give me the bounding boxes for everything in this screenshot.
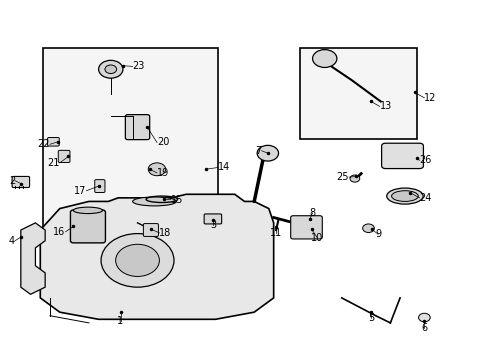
Text: 23: 23 [132, 62, 145, 71]
Text: 7: 7 [255, 146, 261, 156]
Text: 17: 17 [74, 186, 86, 196]
Circle shape [116, 244, 159, 276]
Text: 15: 15 [170, 195, 183, 204]
FancyBboxPatch shape [12, 176, 30, 188]
Text: 25: 25 [336, 172, 348, 182]
Circle shape [312, 50, 336, 67]
Ellipse shape [391, 191, 417, 202]
Text: 24: 24 [419, 193, 431, 203]
FancyBboxPatch shape [290, 216, 322, 239]
Text: 18: 18 [159, 228, 171, 238]
Bar [300, 48, 416, 139]
Text: 4: 4 [9, 236, 15, 246]
Text: 22: 22 [38, 139, 50, 149]
Circle shape [105, 65, 116, 73]
Ellipse shape [73, 207, 102, 213]
Text: 11: 11 [269, 228, 282, 238]
FancyBboxPatch shape [95, 180, 105, 193]
Text: 9: 9 [374, 229, 381, 239]
PathPatch shape [40, 194, 273, 319]
Text: 14: 14 [217, 162, 229, 172]
Ellipse shape [132, 197, 176, 206]
Text: 2: 2 [9, 176, 15, 186]
Circle shape [148, 163, 165, 176]
PathPatch shape [21, 223, 45, 294]
Text: 20: 20 [157, 138, 169, 148]
Text: 21: 21 [47, 158, 60, 168]
Text: 5: 5 [367, 312, 373, 323]
Bar [42, 48, 217, 253]
Circle shape [418, 313, 429, 322]
Text: 8: 8 [309, 208, 315, 218]
FancyBboxPatch shape [58, 150, 70, 162]
Text: 10: 10 [311, 233, 323, 243]
FancyBboxPatch shape [47, 138, 59, 146]
FancyBboxPatch shape [143, 224, 158, 237]
FancyBboxPatch shape [381, 143, 423, 168]
Circle shape [99, 60, 122, 78]
Circle shape [257, 145, 278, 161]
FancyBboxPatch shape [203, 214, 221, 224]
Text: 1: 1 [117, 316, 123, 326]
Text: 19: 19 [157, 168, 169, 178]
FancyBboxPatch shape [125, 114, 149, 140]
Text: 26: 26 [419, 156, 431, 165]
Circle shape [101, 234, 174, 287]
Circle shape [349, 175, 359, 182]
Text: 3: 3 [209, 220, 216, 230]
Ellipse shape [386, 188, 422, 204]
Text: 16: 16 [53, 227, 65, 237]
Text: 6: 6 [421, 323, 427, 333]
Text: 13: 13 [379, 102, 391, 111]
FancyBboxPatch shape [70, 210, 105, 243]
Circle shape [362, 224, 373, 233]
Text: 12: 12 [424, 93, 436, 103]
